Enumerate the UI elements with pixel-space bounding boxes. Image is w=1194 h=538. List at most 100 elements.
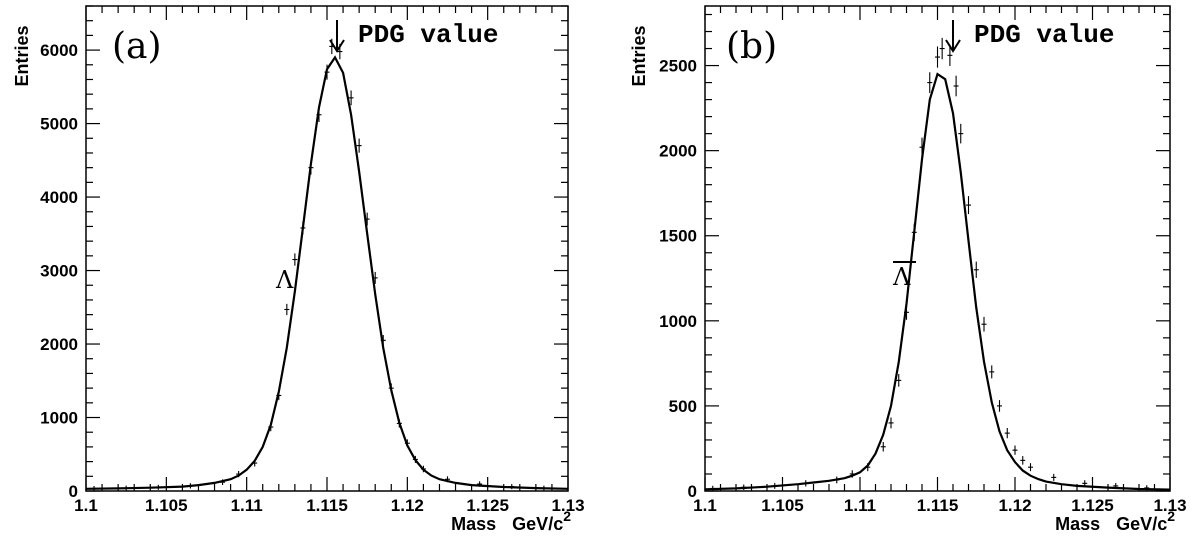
- x-tick-label: 1.115: [917, 496, 959, 515]
- panel-label: (a): [112, 26, 162, 67]
- data-point: [865, 463, 871, 472]
- data-point: [1082, 480, 1088, 487]
- x-tick-label: 1.13: [1153, 496, 1186, 515]
- data-point: [849, 470, 855, 478]
- data-point: [997, 400, 1002, 412]
- pdg-annotation: PDG value: [358, 20, 498, 50]
- fit-curve: [85, 55, 569, 490]
- data-point: [803, 480, 809, 487]
- data-point: [348, 90, 354, 106]
- y-tick-label: 1500: [659, 227, 697, 246]
- data-point: [947, 44, 953, 66]
- pdg-arrow: [945, 20, 961, 53]
- data-point: [710, 485, 716, 492]
- x-tick-label: 1.12: [391, 496, 424, 515]
- data-point: [187, 483, 193, 489]
- y-tick-label: 2500: [659, 57, 697, 76]
- data-point: [316, 107, 322, 123]
- y-axis-label: Entries: [12, 25, 32, 86]
- data-point: [935, 46, 940, 68]
- data-point: [509, 484, 515, 490]
- data-point: [252, 459, 258, 467]
- plot-area: 0 500 1000 1500 2000 2500 1.1 1.105 1.11 1.115 1.1…: [659, 5, 1187, 515]
- data-point: [1020, 456, 1026, 465]
- data-point: [292, 253, 298, 266]
- data-point: [396, 419, 402, 428]
- panel-a: 0 1000 2000 3000 4000 5000 6000 1.1 1.105 1.11 1.1…: [12, 5, 585, 534]
- data-point: [268, 422, 274, 432]
- data-point: [308, 160, 314, 175]
- x-tick-label: 1.11: [231, 496, 263, 515]
- data-point: [1144, 485, 1150, 491]
- x-tick-label: 1.105: [761, 496, 804, 515]
- data-point: [1004, 428, 1010, 439]
- data-point: [155, 484, 161, 490]
- data-point: [300, 221, 306, 235]
- data-point: [284, 303, 290, 316]
- x-tick-label: 1.11: [844, 496, 876, 515]
- data-point: [1028, 463, 1033, 472]
- data-point: [1113, 482, 1119, 489]
- data-point: [981, 316, 987, 332]
- data-point: [1012, 445, 1018, 455]
- data-point: [445, 476, 450, 483]
- y-tick-label: 500: [669, 397, 697, 416]
- particle-label: Λ: [892, 263, 911, 291]
- data-point: [356, 138, 362, 153]
- y-tick-label: 1000: [659, 312, 697, 331]
- data-point: [989, 365, 995, 379]
- data-point: [896, 374, 902, 387]
- y-tick-label: 2000: [659, 142, 697, 161]
- plot-area: 0 1000 2000 3000 4000 5000 6000 1.1 1.105 1.11 1.1…: [40, 5, 585, 515]
- x-tick-label: 1.1: [74, 496, 98, 515]
- data-point: [927, 72, 933, 93]
- data-point: [388, 383, 394, 393]
- panel-label: (b): [726, 26, 777, 67]
- data-point: [123, 485, 129, 491]
- y-tick-label: 3000: [40, 262, 78, 281]
- x-tick-label: 1.125: [466, 496, 509, 515]
- pdg-arrow: [329, 20, 345, 53]
- particle-label: Λ: [275, 266, 294, 294]
- data-point: [220, 479, 226, 485]
- data-point: [911, 223, 917, 241]
- y-tick-label: 5000: [40, 115, 78, 134]
- data-point: [772, 482, 778, 489]
- x-axis-label: Mass GeV/c2: [451, 508, 571, 534]
- data-point: [834, 476, 840, 484]
- data-point: [236, 470, 242, 478]
- data-point: [420, 465, 426, 473]
- data-point: [477, 481, 483, 487]
- data-point: [741, 484, 747, 491]
- y-tick-label: 1000: [40, 409, 78, 428]
- pdg-annotation: PDG value: [974, 20, 1114, 50]
- fit-curve: [704, 72, 1171, 491]
- data-point: [91, 485, 97, 491]
- y-tick-label: 4000: [40, 188, 78, 207]
- plot-frame: [704, 5, 1171, 492]
- y-tick-label: 2000: [40, 335, 78, 354]
- data-point: [276, 390, 282, 401]
- data-point: [380, 335, 386, 346]
- data-point: [324, 64, 330, 80]
- data-point: [404, 439, 410, 448]
- data-point: [541, 485, 547, 491]
- data-point: [1051, 473, 1057, 481]
- data-point: [966, 196, 971, 215]
- x-tick-label: 1.12: [998, 496, 1031, 515]
- x-tick-label: 1.125: [1071, 496, 1114, 515]
- data-point: [973, 261, 979, 278]
- x-tick-label: 1.105: [145, 496, 188, 515]
- x-tick-label: 1.115: [306, 496, 348, 515]
- data-point: [412, 455, 418, 463]
- data-point: [364, 212, 370, 226]
- data-point: [904, 304, 909, 320]
- y-tick-label: 6000: [40, 41, 78, 60]
- data-point: [919, 137, 925, 157]
- x-tick-label: 1.1: [693, 496, 717, 515]
- data-point: [958, 123, 964, 144]
- data-point: [888, 417, 894, 429]
- x-axis-label: Mass GeV/c2: [1055, 508, 1175, 534]
- y-tick-label: 0: [69, 482, 78, 501]
